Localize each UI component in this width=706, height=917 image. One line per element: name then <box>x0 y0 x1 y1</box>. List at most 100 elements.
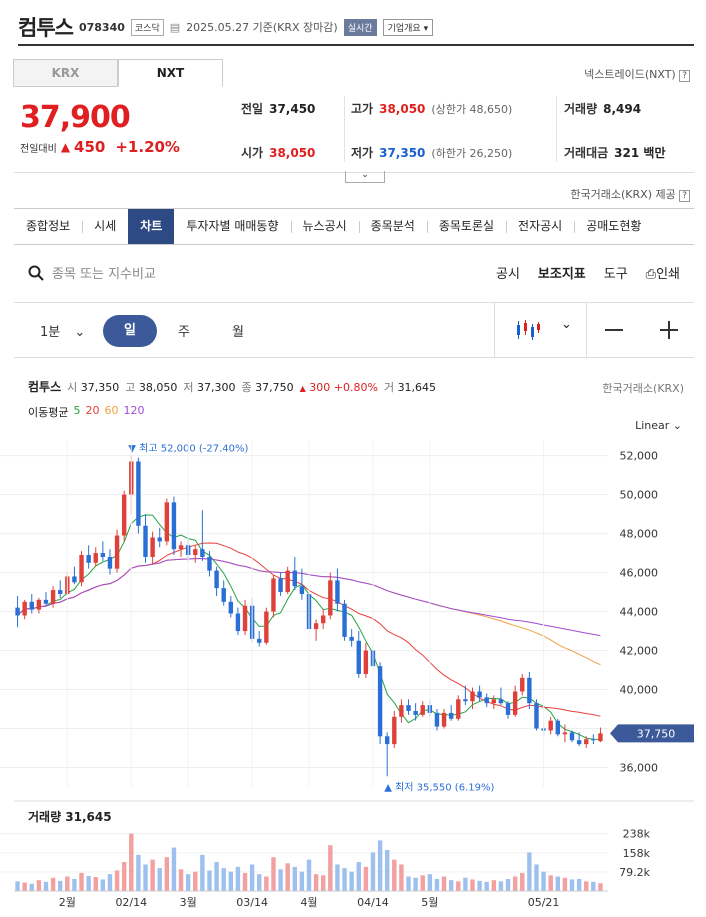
expand-toggle[interactable]: ⌄ <box>345 171 385 183</box>
y-tick-label: 44,000 <box>620 606 659 619</box>
period-day[interactable]: 일 <box>103 315 157 347</box>
disclosure-button[interactable]: 공시 <box>495 267 520 282</box>
divider <box>14 172 694 173</box>
volume-bar <box>377 840 383 891</box>
period-bar: 1분 ⌄ 일 주 월 ⌄ <box>14 302 694 358</box>
quote-divider <box>556 96 557 162</box>
period-week[interactable]: 주 <box>178 325 190 340</box>
search-icon <box>28 265 44 281</box>
candle-body <box>29 601 34 610</box>
legend-open: 시 37,350 <box>67 379 119 395</box>
candle-body <box>527 677 532 704</box>
volume-bar <box>569 879 575 891</box>
volume-bar <box>114 870 120 891</box>
legend-volume-label: 거 <box>383 381 395 394</box>
volume-bar <box>555 876 560 891</box>
volume-bar <box>72 878 77 891</box>
candle-body <box>555 720 560 735</box>
provider-link[interactable]: 한국거래소(KRX) 제공 ? <box>570 186 690 202</box>
drawing-tools-button[interactable]: 도구 <box>603 267 628 282</box>
ohlc-legend: 컴투스 시 37,350 고 38,050 저 37,300 종 37,750 … <box>28 378 436 395</box>
candle-body <box>200 549 205 557</box>
legend-high-label: 고 <box>125 381 136 394</box>
print-button[interactable]: ⎙인쇄 <box>646 263 680 282</box>
stock-name: 컴투스 <box>18 16 74 40</box>
volume-bar <box>498 881 504 891</box>
tab-chart[interactable]: 차트 <box>128 209 175 244</box>
indicators-button[interactable]: 보조지표 <box>537 267 586 282</box>
volume-bar <box>107 874 113 891</box>
compare-search[interactable]: 종목 또는 지수비교 <box>28 263 156 282</box>
tab-news[interactable]: 뉴스공시 <box>290 209 359 244</box>
ma60-label: 60 <box>104 404 119 417</box>
up-triangle-icon: ▲ <box>60 140 71 154</box>
stock-code: 078340 <box>78 20 125 34</box>
x-tick-label: 5월 <box>421 896 438 909</box>
legend-open-value: 37,350 <box>80 381 120 394</box>
period-month[interactable]: 월 <box>232 325 244 340</box>
company-info-dropdown[interactable]: 기업개요 ▾ <box>382 18 434 36</box>
volume-bar <box>406 876 411 891</box>
amount-value: 321 백만 <box>614 146 666 160</box>
candle-body <box>79 555 84 583</box>
candle-body <box>548 720 553 731</box>
volume-label: 거래량 <box>564 102 598 116</box>
tab-krx[interactable]: KRX <box>13 59 118 87</box>
volume-bar <box>86 876 91 891</box>
chart-type-selector[interactable]: ⌄ <box>494 303 586 357</box>
scale-selector[interactable]: Linear ⌄ <box>635 419 682 432</box>
tab-overview[interactable]: 종합정보 <box>26 219 71 233</box>
tab-discussion[interactable]: 종목토론실 <box>426 209 506 244</box>
stock-header: 컴투스 078340 코스닥 ▤ 2025.05.27 기준(KRX 장마감) … <box>18 10 694 46</box>
realtime-button[interactable]: 실시간 <box>343 18 377 36</box>
tab-nxt[interactable]: NXT <box>118 59 223 87</box>
quote-divider <box>344 96 345 162</box>
prev-label: 전일 <box>241 102 264 116</box>
zoom-out-button[interactable] <box>586 303 640 357</box>
tab-analysis[interactable]: 종목분석 <box>358 209 427 244</box>
tab-disclosure[interactable]: 전자공시 <box>506 209 574 244</box>
ma-label: 이동평균 <box>28 406 69 419</box>
volume-bar <box>505 878 511 891</box>
help-icon: ? <box>679 70 690 82</box>
volume-bar <box>520 872 525 891</box>
candle-body <box>257 638 262 643</box>
candle-body <box>335 580 340 604</box>
chart-tools: 공시 보조지표 도구 ⎙인쇄 <box>496 263 680 282</box>
x-tick-label: 02/14 <box>115 896 147 909</box>
period-1min[interactable]: 1분 ⌄ <box>40 321 85 340</box>
tab-short-selling[interactable]: 공매도현황 <box>574 209 653 244</box>
candle-body <box>456 699 461 719</box>
legend-high-value: 38,050 <box>138 381 178 394</box>
candle-body <box>228 601 234 614</box>
volume-bar <box>150 859 155 891</box>
zoom-in-button[interactable] <box>640 303 694 357</box>
legend-low-value: 37,300 <box>197 381 236 394</box>
candle-body <box>43 599 49 604</box>
volume-bar <box>43 881 49 891</box>
volume-bar <box>484 881 489 891</box>
volume-bar <box>79 872 84 891</box>
tab-investor-trends[interactable]: 투자자별 매매동향 <box>186 219 279 233</box>
price-chart[interactable]: 52,000 50,000 48,000 46,000 44,000 42,000 40,0… <box>0 440 706 917</box>
candle-body <box>498 699 504 704</box>
candle-body <box>264 611 269 643</box>
chevron-down-icon: ⌄ <box>361 170 369 180</box>
last-price-label: 37,750 <box>637 727 676 740</box>
volume-legend: 거래량 31,645 <box>28 808 112 825</box>
candle-body <box>392 716 397 745</box>
chevron-down-icon: ⌄ <box>74 325 86 340</box>
minus-icon <box>605 329 623 331</box>
market-tabs: KRX NXT <box>13 59 223 87</box>
x-tick-label: 03/14 <box>236 896 268 909</box>
quote-prev: 전일 37,450 <box>241 100 315 117</box>
candle-body <box>591 739 596 741</box>
volume-bar <box>136 854 141 891</box>
candle-body <box>434 712 440 727</box>
nxt-link[interactable]: 넥스트레이드(NXT) ? <box>584 66 690 82</box>
scale-label: Linear <box>635 419 670 432</box>
prev-value: 37,450 <box>269 102 316 116</box>
volume-bar <box>185 874 191 891</box>
company-info-label: 기업개요 <box>387 23 421 34</box>
tab-quotes[interactable]: 시세 <box>82 209 128 244</box>
